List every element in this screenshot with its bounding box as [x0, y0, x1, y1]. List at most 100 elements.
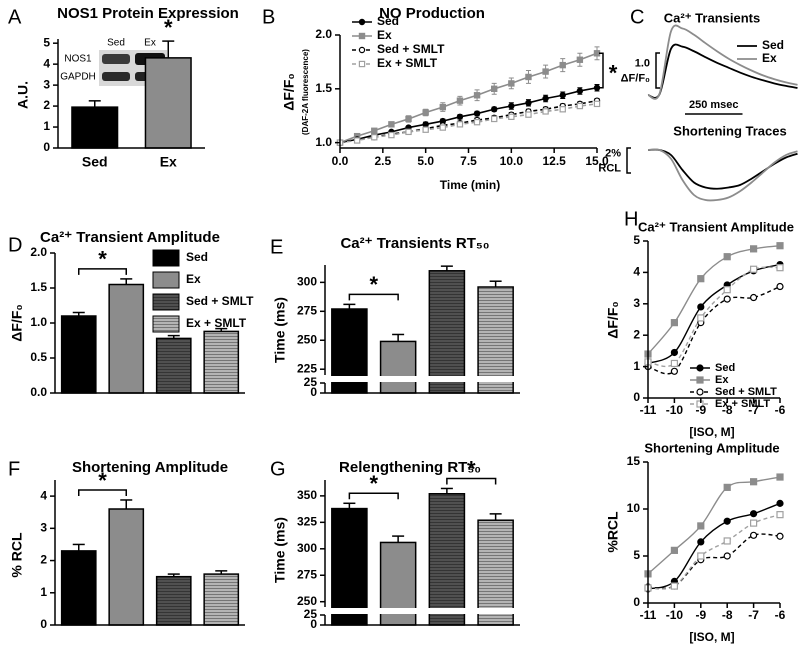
marker	[491, 85, 498, 93]
y-axis-label: Time (ms)	[272, 517, 288, 583]
y-tick-label: 1	[43, 119, 50, 133]
series-line	[647, 148, 798, 202]
marker	[749, 510, 758, 518]
blot-row-label: NOS1	[64, 54, 92, 65]
x-tick-label: -8	[722, 403, 733, 417]
marker	[422, 126, 429, 133]
marker	[723, 295, 731, 303]
marker	[749, 519, 758, 527]
y-tick-label: 2.0	[315, 27, 332, 41]
y-tick-label: 250	[297, 332, 317, 346]
marker	[776, 242, 784, 250]
chart-title: Ca²⁺ Transient Amplitude	[638, 219, 794, 234]
y-axis-label: %RCL	[605, 511, 621, 553]
y-tick-label: 350	[297, 488, 317, 502]
chart-title: Shortening Amplitude	[644, 440, 779, 455]
x-tick-label: -7	[748, 403, 759, 417]
marker	[542, 68, 549, 75]
marker	[670, 348, 679, 357]
marker	[353, 137, 361, 144]
marker	[405, 128, 412, 136]
y-tick-label: 0	[40, 617, 47, 631]
x-tick-label: Sed	[82, 154, 108, 170]
y-tick-label: 3	[43, 77, 50, 91]
legend-marker	[358, 32, 366, 40]
y-axis-label: A.U.	[15, 81, 31, 109]
panel-letter: H	[624, 208, 638, 230]
marker	[670, 546, 679, 554]
series-line	[647, 43, 798, 99]
marker	[749, 245, 758, 253]
marker	[371, 127, 378, 134]
marker	[456, 97, 464, 104]
marker	[473, 118, 481, 126]
y-tick-label: 0	[310, 385, 317, 399]
marker	[405, 115, 412, 123]
significance-label: *	[369, 272, 378, 297]
scale-bar-label: 1.0	[635, 57, 650, 69]
y-axis-label: ΔF/F₀	[281, 73, 297, 110]
significance-bracket	[446, 477, 497, 485]
blot-column-label: Sed	[107, 38, 125, 49]
y-tick-label: 325	[297, 515, 317, 529]
marker	[670, 359, 679, 368]
legend-label: Sed	[186, 250, 208, 264]
x-tick-label: -9	[695, 403, 706, 417]
significance-bracket	[78, 489, 127, 496]
marker	[371, 134, 378, 141]
y-tick-label: 5	[633, 548, 640, 562]
marker	[491, 106, 498, 113]
legend-label: Ex + SMLT	[715, 398, 770, 410]
chart-title: Ca²⁺ Transients	[664, 10, 760, 25]
x-axis-label: Time (min)	[440, 178, 500, 192]
marker	[723, 253, 731, 261]
y-tick-label: 300	[297, 541, 317, 555]
panel-letter: G	[270, 458, 286, 480]
marker	[388, 131, 395, 139]
x-axis-label: [ISO, M]	[689, 425, 734, 439]
x-tick-label: -8	[722, 608, 733, 622]
legend-marker	[696, 376, 704, 384]
marker	[456, 121, 464, 128]
y-tick-label: 2	[40, 553, 47, 567]
chart-title: Ca²⁺ Transients RT₅₀	[340, 235, 489, 252]
x-tick-label: 2.5	[374, 154, 391, 168]
bar	[108, 283, 145, 394]
y-axis-sublabel: (DAF-2A fluorescence)	[301, 49, 310, 135]
legend-swatch	[152, 249, 180, 267]
marker	[439, 103, 447, 111]
y-tick-label: 3	[633, 296, 640, 310]
blot-band	[102, 54, 130, 64]
legend-marker	[696, 364, 704, 372]
marker	[749, 478, 758, 486]
marker	[776, 511, 784, 519]
y-tick-label: 2.0	[30, 245, 47, 259]
marker	[593, 100, 601, 108]
marker	[508, 102, 515, 110]
y-tick-label: 275	[297, 567, 317, 581]
x-tick-label: -10	[666, 403, 684, 417]
scale-bar-label: 2%	[605, 147, 621, 159]
blot-band	[102, 72, 130, 81]
y-tick-label: 1.5	[30, 280, 47, 294]
y-tick-label: 1	[633, 359, 640, 373]
marker	[697, 522, 705, 530]
significance-label: *	[164, 15, 173, 40]
series-line	[339, 103, 598, 144]
y-axis-label: % RCL	[9, 532, 25, 578]
marker	[776, 282, 784, 291]
scale-bar	[655, 52, 660, 89]
blot-column-label: Ex	[144, 38, 156, 49]
significance-label: *	[369, 471, 378, 496]
bar	[331, 507, 368, 626]
marker	[525, 99, 532, 107]
series-line	[647, 24, 798, 100]
y-tick-label: 2	[43, 98, 50, 112]
marker	[593, 84, 601, 91]
marker	[559, 106, 566, 113]
marker	[697, 303, 705, 311]
bar-hatch	[156, 576, 191, 625]
marker	[697, 314, 705, 322]
marker	[776, 473, 784, 481]
marker	[456, 113, 464, 120]
